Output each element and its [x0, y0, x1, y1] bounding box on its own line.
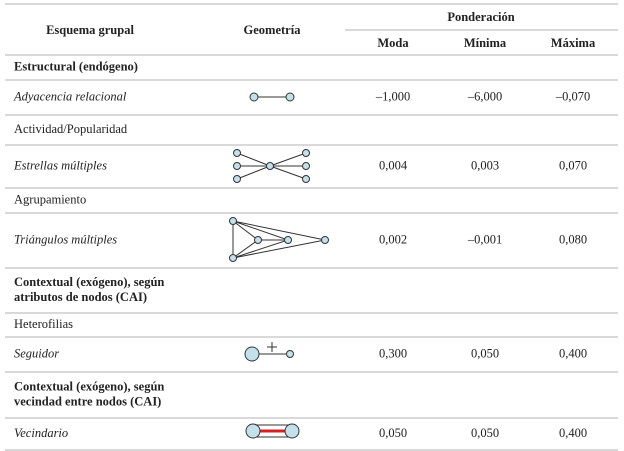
row-label: Seguidor — [14, 346, 59, 360]
icon-neighbourhood — [245, 423, 300, 439]
header-cell: Ponderación — [447, 10, 514, 24]
header-cell: Máxima — [551, 36, 596, 50]
icon-dyad — [249, 92, 295, 102]
row-label: Triángulos múltiples — [14, 232, 117, 246]
icon-stars — [233, 149, 310, 183]
row-label: Adyacencia relacional — [13, 89, 127, 103]
header-cell: Geometría — [244, 23, 302, 37]
row-label: Vecindario — [14, 426, 68, 440]
section-heading: Contextual (exógeno), según — [14, 275, 164, 289]
value-cell: 0,050 — [471, 426, 499, 440]
value-cell: 0,070 — [559, 158, 587, 172]
section-heading: Contextual (exógeno), según — [14, 379, 164, 393]
header-cell: Moda — [377, 36, 409, 50]
row-label: Estrellas múltiples — [13, 158, 107, 172]
group-label: Heterofilias — [14, 317, 73, 331]
header-cell: Esquema grupal — [46, 23, 134, 37]
group-label: Actividad/Popularidad — [14, 122, 128, 136]
value-cell: 0,050 — [379, 426, 407, 440]
icon-triangles — [229, 217, 329, 262]
icon-follower — [244, 342, 294, 362]
group-label: Agrupamiento — [14, 192, 86, 206]
value-cell: 0,080 — [559, 232, 587, 246]
section-heading: vecindad entre nodos (CAI) — [14, 394, 161, 408]
section-heading: atributos de nodos (CAI) — [14, 290, 147, 304]
value-cell: 0,003 — [471, 158, 499, 172]
value-cell: 0,002 — [379, 232, 407, 246]
value-cell: –6,000 — [467, 89, 502, 103]
value-cell: 0,050 — [471, 346, 499, 360]
header-cell: Mínima — [464, 36, 507, 50]
value-cell: 0,400 — [559, 426, 587, 440]
section-heading: Estructural (endógeno) — [14, 59, 138, 73]
value-cell: –0,070 — [555, 89, 590, 103]
value-cell: 0,300 — [379, 346, 407, 360]
value-cell: 0,004 — [379, 158, 408, 172]
value-cell: 0,400 — [559, 346, 587, 360]
value-cell: –0,001 — [467, 232, 502, 246]
value-cell: –1,000 — [375, 89, 410, 103]
